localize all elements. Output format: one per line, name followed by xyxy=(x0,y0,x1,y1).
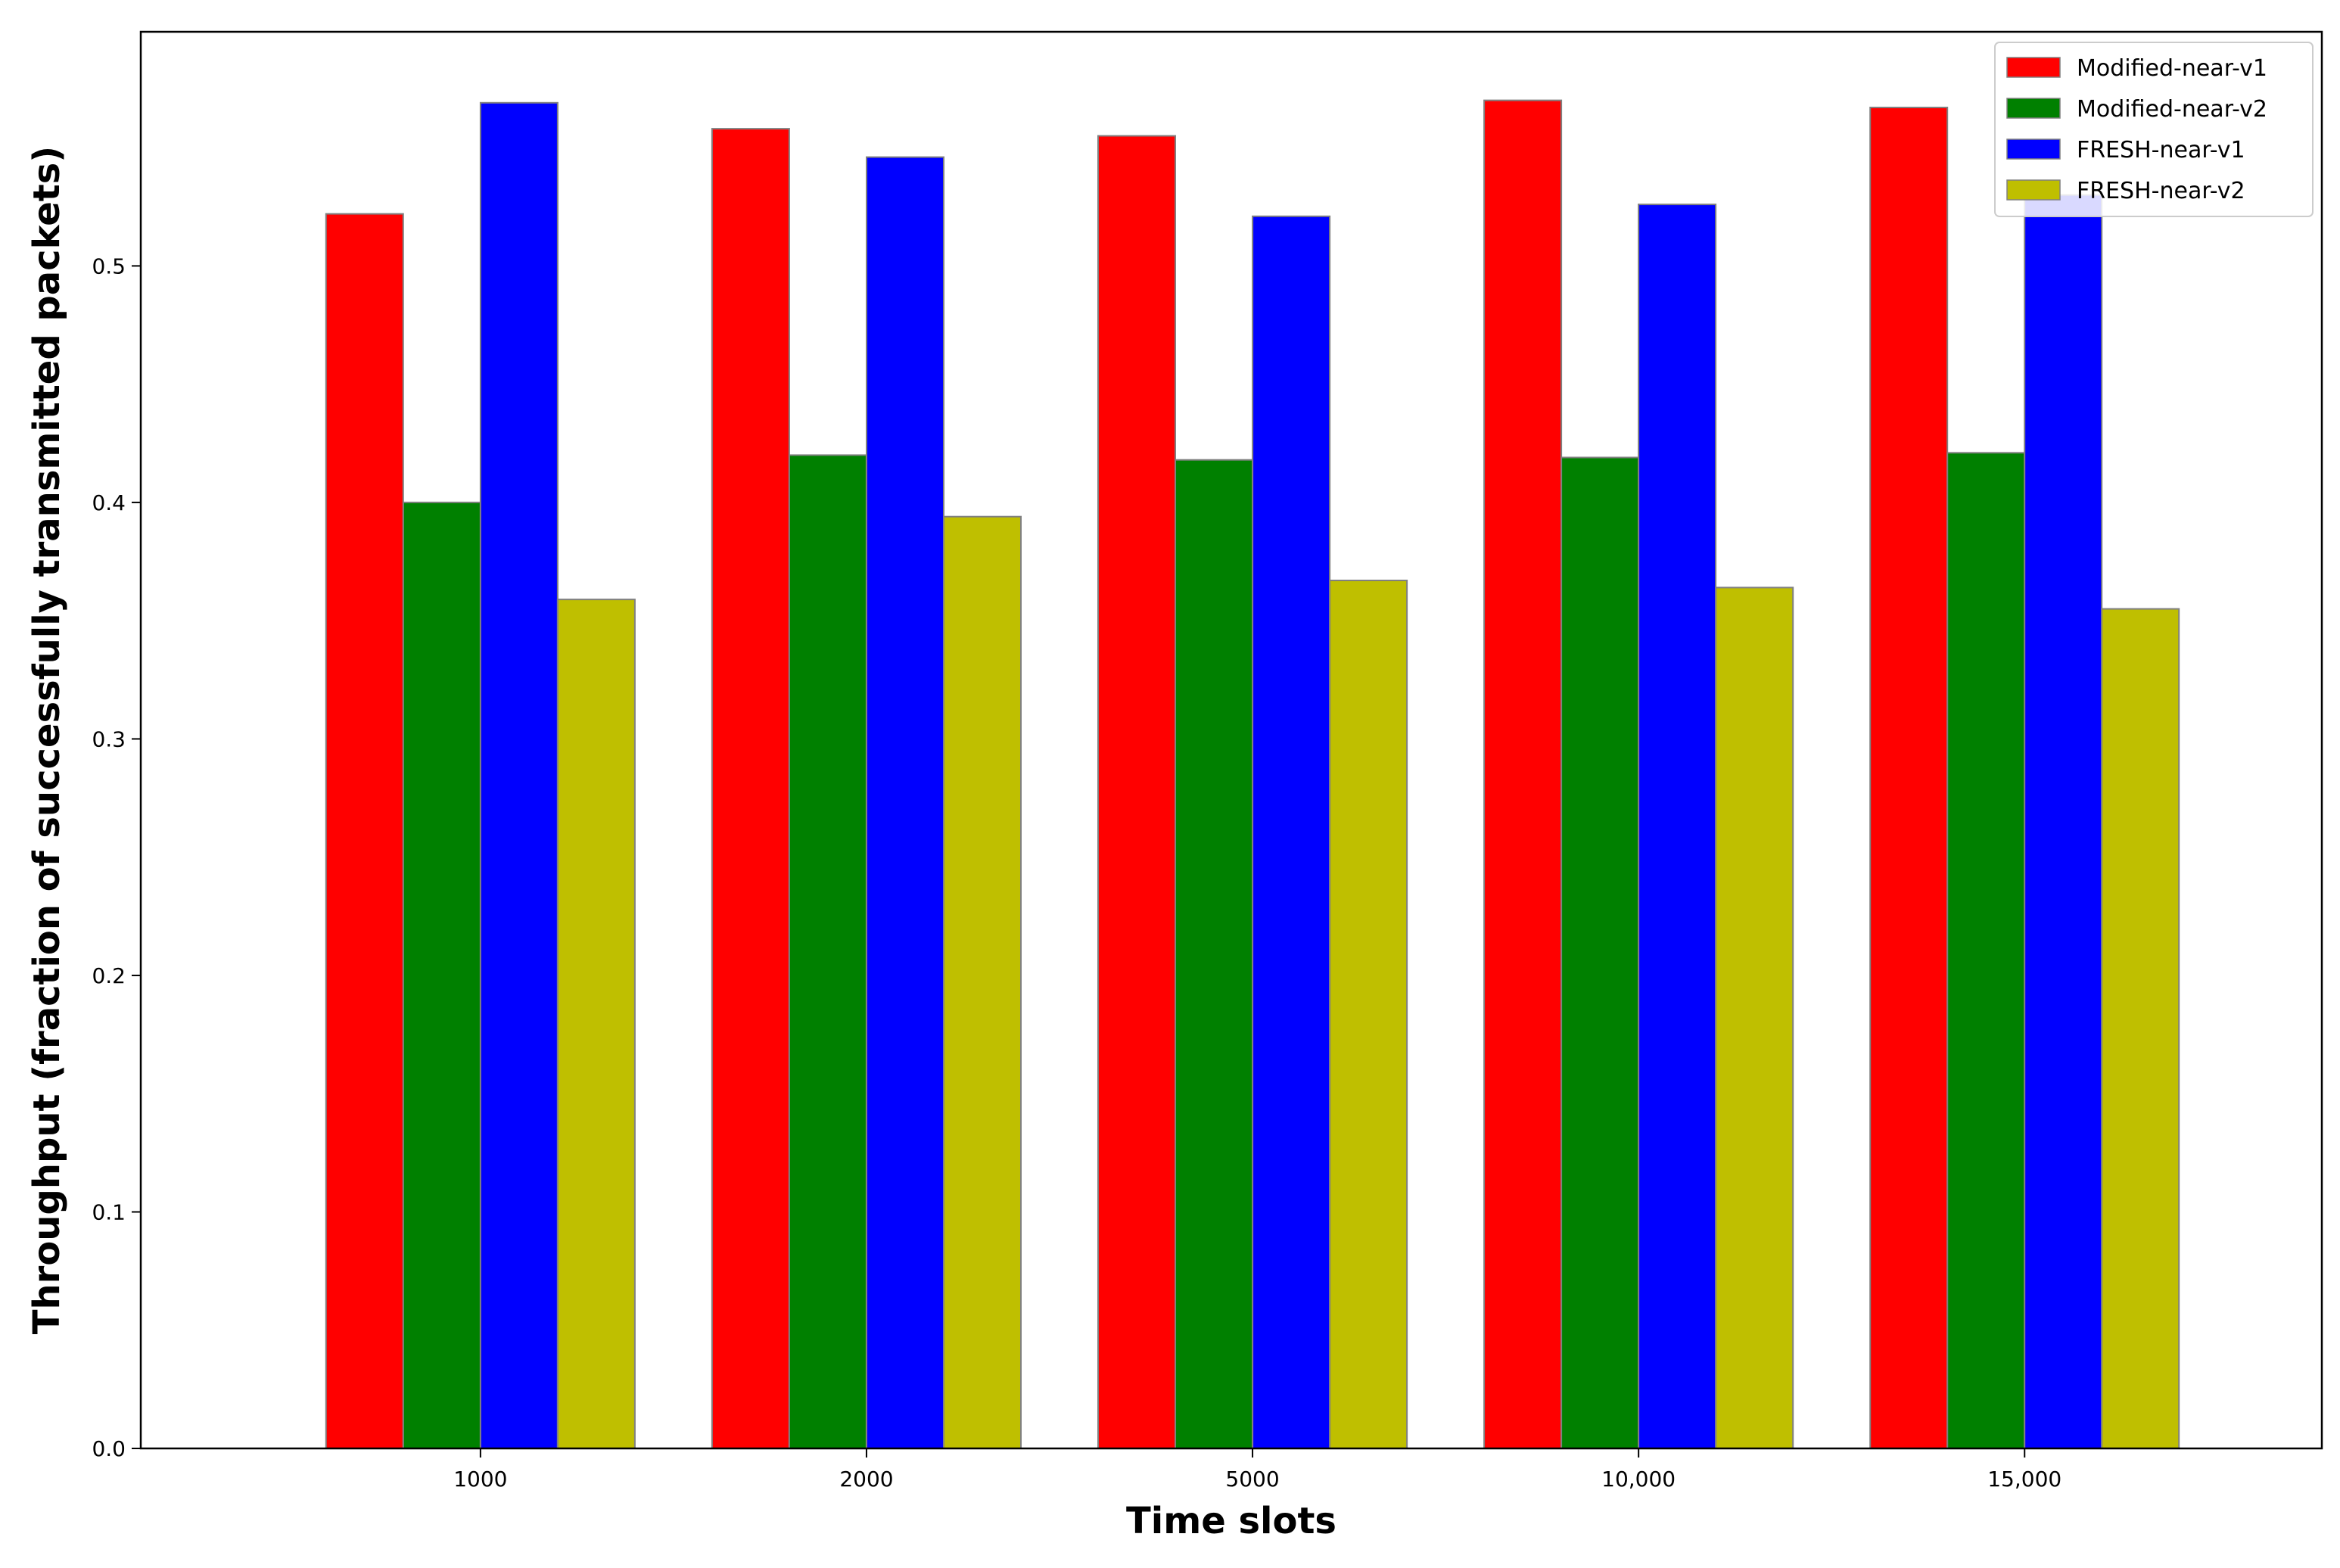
bar-modified-near-v2-15000 xyxy=(1946,452,2026,1449)
legend-label: Modified-near-v1 xyxy=(2077,55,2267,82)
bar-fresh-near-v2-2000 xyxy=(943,515,1022,1450)
y-tick-label: 0.3 xyxy=(92,726,126,751)
x-tick-label: 15,000 xyxy=(1987,1467,2062,1492)
bar-fresh-near-v1-5000 xyxy=(1252,215,1331,1449)
legend-box xyxy=(1994,42,2314,217)
y-tick-label: 0.5 xyxy=(92,254,126,278)
bar-modified-near-v1-15000 xyxy=(1869,107,1949,1449)
bar-modified-near-v2-2000 xyxy=(788,454,867,1449)
y-axis: 0.0 0.1 0.2 0.3 0.4 0.5 xyxy=(92,254,141,1461)
plot-frame xyxy=(139,30,2323,1450)
bar-modified-near-v1-5000 xyxy=(1097,135,1176,1449)
legend: Modified-near-v1 Modified-near-v2 FRESH-ne… xyxy=(1994,42,2314,217)
legend-swatch xyxy=(2006,138,2061,160)
bar-fresh-near-v2-5000 xyxy=(1329,580,1408,1449)
legend-label: FRESH-near-v1 xyxy=(2077,137,2245,163)
bar-fresh-near-v1-1000 xyxy=(479,101,559,1449)
y-axis-title: Throughput (fraction of successfully tra… xyxy=(26,146,68,1335)
legend-swatch xyxy=(2006,57,2061,78)
bar-modified-near-v1-1000 xyxy=(325,213,404,1450)
legend-swatch xyxy=(2006,179,2061,201)
x-tick-label: 1000 xyxy=(453,1467,507,1492)
x-tick-label: 10,000 xyxy=(1601,1467,1676,1492)
y-tick-label: 0.4 xyxy=(92,490,126,515)
y-tick-label: 0.1 xyxy=(92,1199,126,1224)
x-axis-title: Time slots xyxy=(1126,1500,1336,1542)
bar-fresh-near-v1-2000 xyxy=(866,156,944,1450)
bar-modified-near-v1-10000 xyxy=(1483,99,1563,1450)
bars-layer xyxy=(325,99,2180,1450)
bar-fresh-near-v2-10000 xyxy=(1715,586,1794,1449)
bar-modified-near-v1-2000 xyxy=(711,128,790,1450)
bar-fresh-near-v2-1000 xyxy=(556,599,636,1449)
y-tick-label: 0.2 xyxy=(92,963,126,988)
y-tick-label: 0.0 xyxy=(92,1436,126,1461)
x-tick-label: 5000 xyxy=(1225,1467,1279,1492)
legend-label: Modified-near-v2 xyxy=(2077,96,2267,123)
bar-fresh-near-v1-15000 xyxy=(2024,194,2103,1450)
x-tick-label: 2000 xyxy=(839,1467,893,1492)
x-axis: 1000 2000 5000 10,000 15,000 xyxy=(453,1448,2062,1492)
legend-label: FRESH-near-v2 xyxy=(2077,178,2245,204)
legend-swatch xyxy=(2006,98,2061,119)
bar-modified-near-v2-1000 xyxy=(402,501,481,1449)
bar-modified-near-v2-5000 xyxy=(1175,459,1253,1450)
bar-fresh-near-v2-15000 xyxy=(2101,608,2180,1449)
bar-fresh-near-v1-10000 xyxy=(1638,204,1717,1450)
bar-modified-near-v2-10000 xyxy=(1561,456,1640,1449)
